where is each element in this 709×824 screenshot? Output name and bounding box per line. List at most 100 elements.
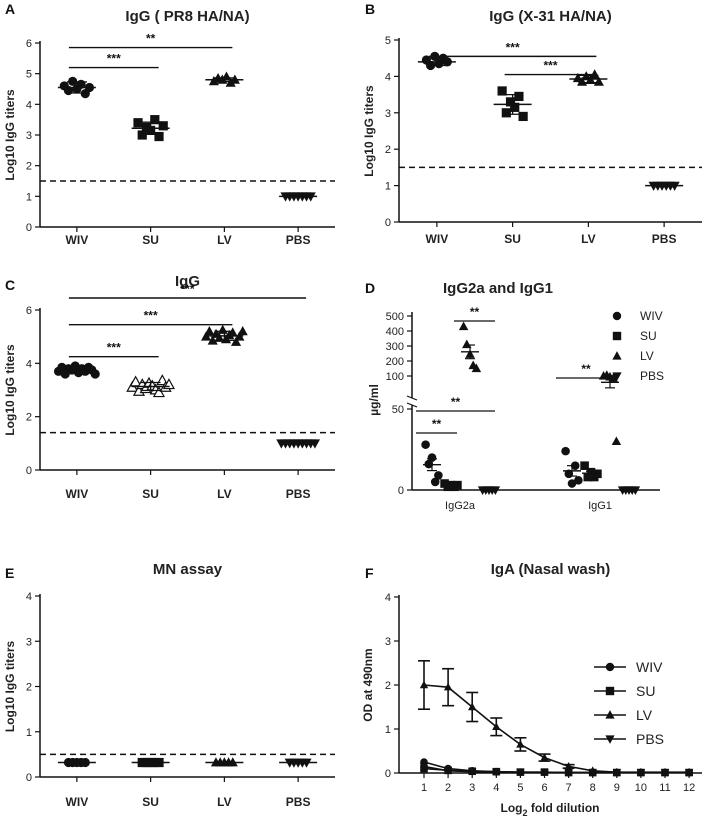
y-tick-label: 6 [26, 305, 32, 317]
y-tick-label: 6 [26, 38, 32, 50]
chart-title: MN assay [153, 561, 223, 578]
legend-label: WIV [636, 659, 663, 675]
data-point [583, 472, 593, 482]
data-point [419, 763, 429, 771]
data-point [561, 446, 570, 456]
panel-label: D [365, 280, 375, 296]
x-tick-label: 8 [590, 782, 596, 794]
panel-C: C IgG Log10 IgG titers 0 2 4 6 WIV SU LV PBS *** ***… [3, 273, 335, 501]
x-tick-label: PBS [652, 232, 677, 246]
x-tick-label: 1 [421, 782, 427, 794]
legend-label: LV [640, 349, 654, 363]
axis-break [406, 402, 418, 408]
y-tick-label: 100 [386, 371, 404, 383]
y-axis-label: Log10 IgG titers [3, 641, 17, 733]
data-point [154, 131, 164, 142]
x-tick-label: WIV [66, 487, 89, 501]
data-point [468, 702, 477, 711]
y-axis-label: Log10 IgG titers [362, 85, 376, 177]
x-tick-label: 12 [683, 782, 695, 794]
data-point [540, 753, 549, 761]
significance-label: *** [107, 52, 121, 66]
significance-label: *** [107, 341, 121, 355]
x-tick-label: LV [217, 487, 231, 501]
x-tick-label: WIV [66, 233, 89, 247]
data-point [427, 453, 437, 462]
x-tick-label: PBS [286, 487, 311, 501]
y-tick-label: 200 [386, 356, 404, 368]
y-axis-label: Log10 IgG titers [3, 89, 17, 181]
data-point [217, 324, 228, 334]
y-tick-label: 300 [386, 341, 404, 353]
x-axis-label-sub: 2 [523, 808, 528, 818]
y-tick-label: 5 [26, 69, 32, 81]
x-tick-label: SU [142, 233, 159, 247]
data-point [443, 767, 453, 776]
data-point [501, 108, 511, 118]
group-label: IgG2a [445, 500, 476, 512]
x-tick-label: WIV [426, 232, 449, 246]
data-point [564, 762, 573, 770]
data-point [612, 769, 621, 777]
significance-label: ** [581, 362, 591, 376]
data-point [204, 326, 215, 336]
y-tick-label: 0 [398, 485, 404, 497]
y-tick-label: 1 [385, 724, 391, 736]
data-point [421, 440, 430, 449]
legend-label: LV [636, 707, 653, 723]
x-tick-label: LV [217, 795, 231, 809]
legend-marker [612, 351, 622, 360]
x-axis-label-main: Log [501, 801, 523, 815]
panel-E: E MN assay Log10 IgG titers 0 1 2 3 4 WIV SU LV PBS [3, 561, 335, 809]
legend-marker [612, 311, 622, 321]
y-tick-label: 2 [26, 161, 32, 173]
data-point [510, 102, 520, 112]
data-point [564, 769, 573, 777]
y-tick-label: 500 [386, 311, 404, 323]
data-point [158, 121, 168, 131]
legend-marker [605, 686, 615, 696]
y-tick-label: 0 [26, 222, 32, 234]
x-axis-label: Log2 fold dilution [501, 801, 600, 818]
legend-marker [605, 662, 615, 672]
data-point [611, 436, 622, 446]
data-point [505, 97, 516, 107]
y-tick-label: 50 [392, 404, 404, 416]
legend-marker [612, 331, 622, 341]
legend-marker [605, 735, 615, 744]
x-tick-label: 6 [541, 782, 547, 794]
x-tick-label: 3 [469, 782, 475, 794]
significance-label: ** [451, 395, 461, 409]
y-tick-label: 2 [26, 682, 32, 694]
data-point [574, 475, 583, 485]
legend-marker [612, 372, 622, 381]
data-point [462, 339, 472, 349]
chart-title: IgG [175, 273, 200, 290]
legend-label: PBS [636, 731, 664, 747]
y-axis-label: µg/ml [367, 384, 381, 416]
data-point [471, 363, 482, 373]
x-axis-label-rest: fold dilution [528, 801, 600, 815]
significance-label: *** [180, 282, 194, 296]
panel-label: C [5, 277, 15, 293]
data-point [458, 321, 469, 331]
data-point [443, 682, 453, 691]
legend-label: SU [640, 329, 657, 343]
panel-B: B IgG (X-31 HA/NA) Log10 IgG titers 0 1 2 3 4 5 W… [362, 1, 702, 246]
y-tick-label: 4 [385, 71, 391, 83]
x-tick-label: 4 [493, 782, 499, 794]
data-point [514, 91, 524, 102]
y-tick-label: 3 [26, 636, 32, 648]
x-tick-label: LV [217, 233, 231, 247]
data-point [237, 326, 248, 336]
x-tick-label: SU [142, 795, 159, 809]
series-line-pbs [423, 765, 690, 774]
chart-title: IgG (X-31 HA/NA) [489, 8, 612, 25]
y-tick-label: 2 [385, 144, 391, 156]
y-tick-label: 1 [26, 191, 32, 203]
y-axis-label: OD at 490nm [361, 648, 375, 721]
y-tick-label: 0 [385, 217, 391, 229]
chart-title: IgA (Nasal wash) [491, 561, 610, 578]
data-point [492, 768, 501, 777]
chart-title: IgG ( PR8 HA/NA) [125, 8, 249, 25]
